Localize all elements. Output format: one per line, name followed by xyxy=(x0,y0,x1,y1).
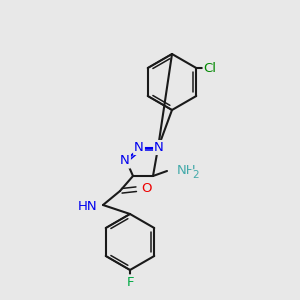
Text: HN: HN xyxy=(77,200,97,212)
Text: F: F xyxy=(126,275,134,289)
Text: N: N xyxy=(120,154,130,167)
Text: Cl: Cl xyxy=(204,61,217,74)
Text: N: N xyxy=(154,141,164,154)
Text: NH: NH xyxy=(177,164,197,176)
Text: 2: 2 xyxy=(192,170,199,180)
Text: N: N xyxy=(134,141,144,154)
Text: O: O xyxy=(141,182,151,196)
